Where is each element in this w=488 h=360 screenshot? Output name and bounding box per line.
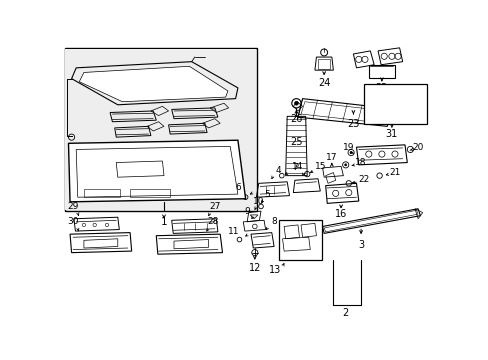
Text: 8: 8 (271, 217, 276, 226)
Text: 13: 13 (268, 265, 281, 275)
Circle shape (344, 164, 346, 166)
Text: 1: 1 (161, 217, 167, 227)
Text: 23: 23 (346, 119, 359, 129)
Text: 28: 28 (207, 217, 219, 226)
Text: 6: 6 (235, 184, 240, 193)
Text: 18: 18 (355, 158, 366, 167)
Bar (64, 48, 257, 211)
Text: 7: 7 (291, 163, 297, 172)
Circle shape (200, 161, 204, 165)
Circle shape (372, 102, 375, 105)
Text: 3: 3 (357, 240, 364, 250)
Text: 29: 29 (67, 202, 79, 211)
Text: 21: 21 (388, 168, 400, 177)
Text: 12: 12 (248, 263, 261, 273)
Circle shape (408, 102, 411, 105)
Circle shape (182, 165, 185, 168)
Text: 15: 15 (314, 162, 325, 171)
Text: 25: 25 (289, 137, 302, 147)
Text: 17: 17 (325, 153, 337, 162)
Text: 16: 16 (334, 209, 346, 219)
Text: 20: 20 (411, 143, 423, 152)
Text: 32: 32 (375, 83, 387, 93)
Text: 27: 27 (209, 202, 220, 211)
Text: 31: 31 (385, 129, 397, 139)
Text: 11: 11 (227, 228, 239, 237)
Text: 30: 30 (67, 217, 79, 226)
Text: 19: 19 (343, 143, 354, 152)
Circle shape (397, 102, 400, 105)
Text: 14: 14 (291, 162, 302, 171)
Circle shape (382, 92, 385, 95)
Circle shape (395, 92, 398, 95)
Text: 22: 22 (358, 175, 369, 184)
Circle shape (294, 101, 298, 105)
Bar (364, 84, 427, 124)
Text: 4: 4 (275, 166, 280, 175)
Text: 2: 2 (342, 308, 348, 318)
Bar (65, 49, 256, 210)
Text: 5: 5 (264, 190, 269, 199)
Circle shape (384, 102, 386, 105)
Text: 26: 26 (290, 114, 302, 123)
Polygon shape (79, 66, 227, 102)
Circle shape (349, 152, 351, 154)
Text: 9: 9 (244, 207, 249, 216)
Text: 24: 24 (317, 78, 330, 88)
Polygon shape (68, 140, 245, 202)
Circle shape (97, 168, 101, 172)
Text: 10: 10 (252, 197, 264, 206)
Circle shape (405, 92, 408, 95)
Bar (279, 220, 321, 260)
Circle shape (372, 92, 375, 95)
